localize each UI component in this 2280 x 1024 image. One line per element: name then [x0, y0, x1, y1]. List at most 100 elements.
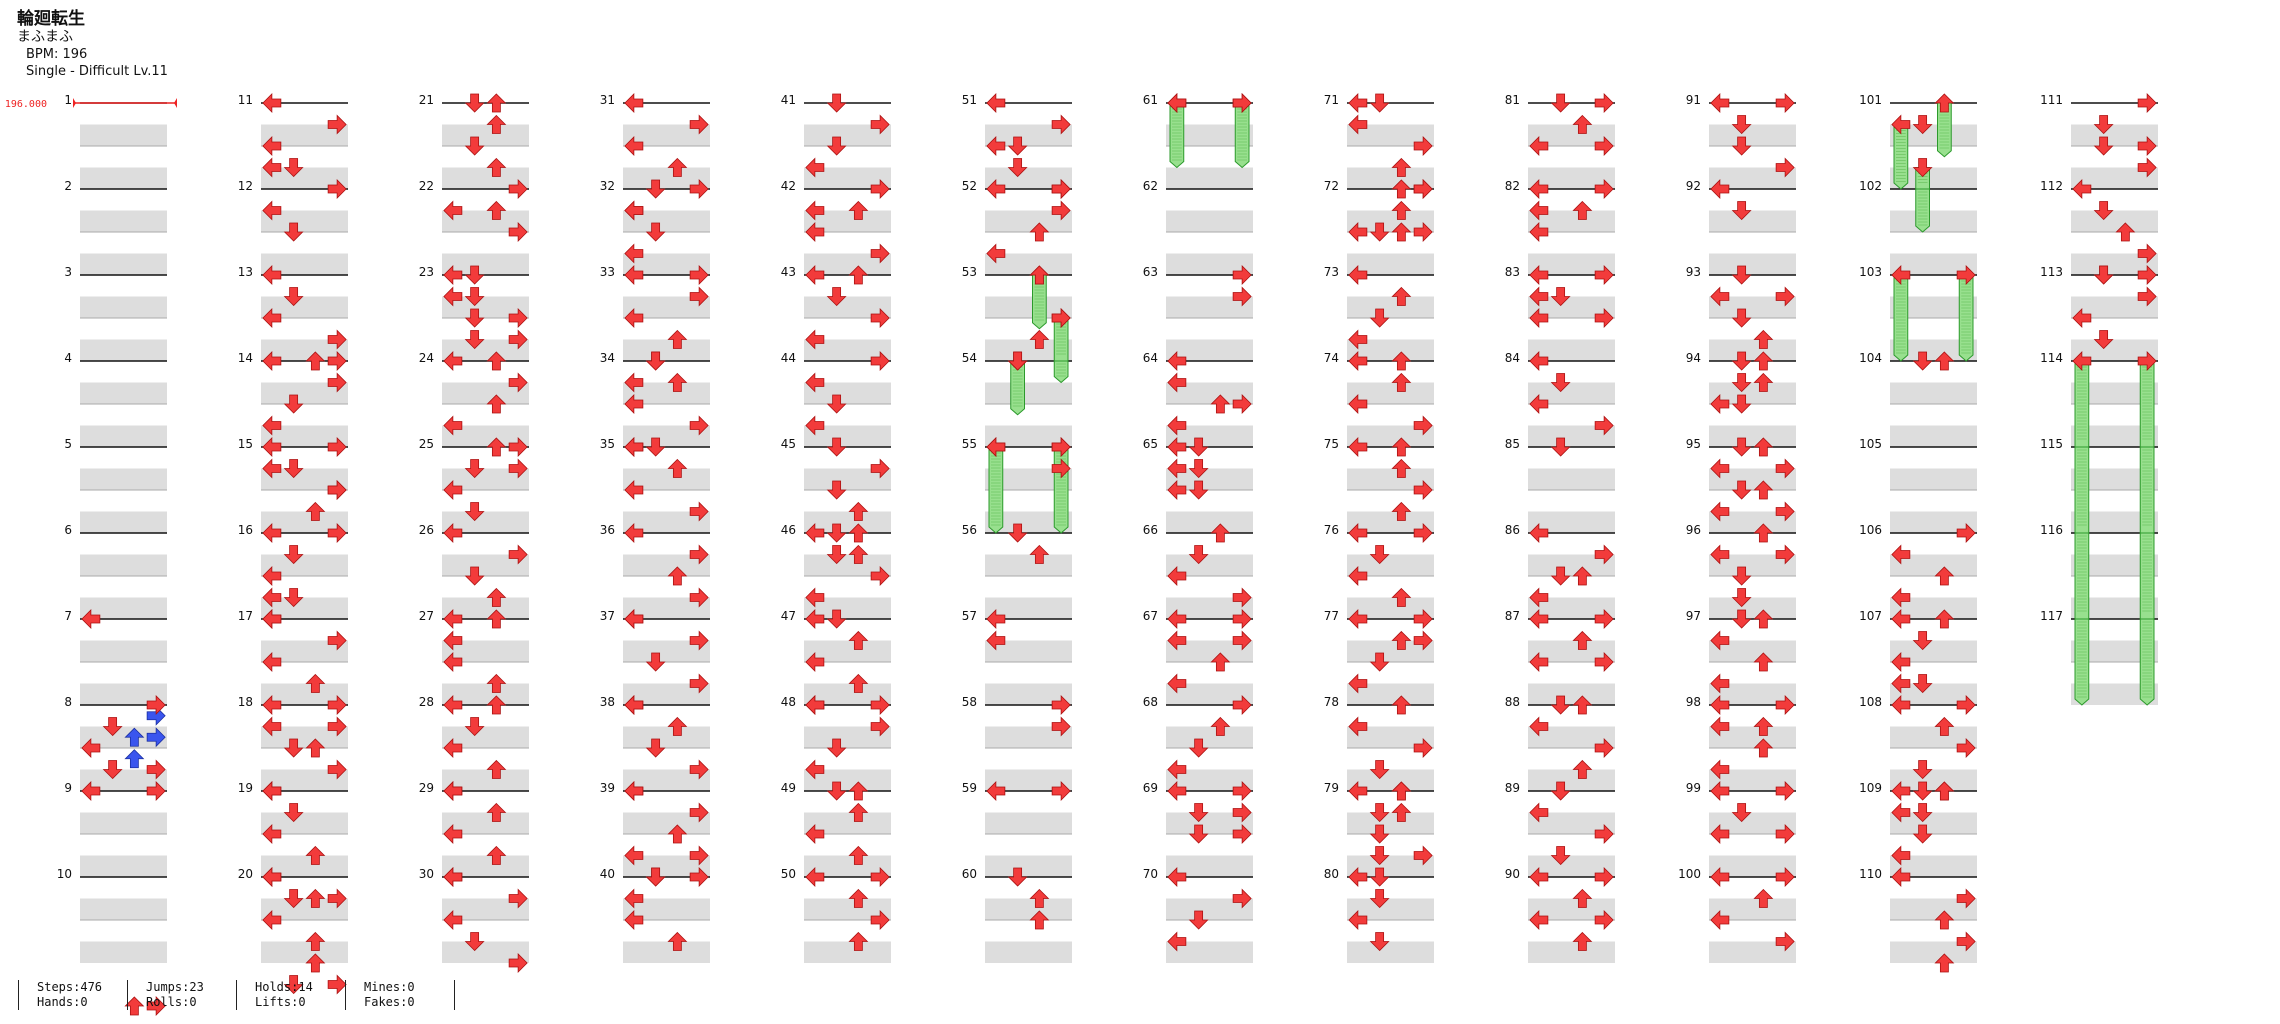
beat-band [1709, 425, 1796, 447]
beat-band [623, 296, 710, 318]
right-arrow-icon [1594, 179, 1614, 199]
beat-band [985, 253, 1072, 275]
measure-number: 80 [1324, 867, 1339, 881]
up-arrow-icon [848, 265, 869, 285]
down-arrow-icon [1731, 566, 1752, 586]
beat-band [261, 339, 348, 361]
beat-band [1166, 898, 1253, 920]
beat-band [985, 855, 1072, 877]
up-arrow-icon [486, 114, 507, 134]
hold-body [1893, 274, 1909, 362]
left-arrow-icon [2072, 308, 2092, 328]
measure-number: 89 [1505, 781, 1520, 795]
beat-band [1347, 855, 1434, 877]
stat-value: Lifts:0 [255, 995, 306, 1009]
up-arrow-icon [1753, 738, 1774, 758]
beat-band [804, 554, 891, 576]
up-arrow-icon [667, 716, 688, 736]
beat-band [985, 296, 1072, 318]
up-arrow-icon [486, 609, 507, 629]
beat-band [1166, 468, 1253, 490]
beat-band [1166, 597, 1253, 619]
left-arrow-icon [1167, 609, 1187, 629]
beat-band [1166, 167, 1253, 189]
measure-number: 74 [1324, 351, 1339, 365]
up-arrow-icon [1391, 802, 1412, 822]
down-arrow-icon [1731, 351, 1752, 371]
beat-band [623, 855, 710, 877]
down-arrow-icon [283, 545, 304, 565]
right-arrow-icon [870, 351, 890, 371]
measure-number: 66 [1143, 523, 1158, 537]
down-arrow-icon [645, 179, 666, 199]
right-arrow-icon [1232, 888, 1252, 909]
down-arrow-icon [283, 459, 304, 479]
beat-band [2071, 554, 2158, 576]
beat-band [985, 554, 1072, 576]
stat-group: Mines:0 Fakes:0 [345, 980, 454, 1010]
down-arrow-icon [1731, 437, 1752, 457]
up-arrow-icon [667, 566, 688, 586]
beat-band [2071, 597, 2158, 619]
left-arrow-icon [443, 609, 463, 629]
down-arrow-icon [1912, 351, 1933, 371]
hold-body [1053, 360, 1069, 384]
up-arrow-icon [1753, 609, 1774, 629]
beat-band [1709, 769, 1796, 791]
left-arrow-icon [986, 243, 1006, 264]
up-arrow-icon [486, 157, 507, 177]
right-arrow-icon [1051, 716, 1071, 737]
beat-band [804, 898, 891, 920]
measure-number: 104 [1859, 351, 1882, 365]
beat-band [442, 683, 529, 705]
left-arrow-icon [1710, 824, 1730, 844]
beat-band [261, 898, 348, 920]
hold-body [1234, 102, 1250, 169]
left-arrow-icon [262, 523, 282, 543]
down-arrow-icon [1369, 308, 1390, 328]
measure-number: 45 [781, 437, 796, 451]
measure-number: 107 [1859, 609, 1882, 623]
right-arrow-icon [1775, 286, 1795, 307]
left-arrow-icon [443, 652, 463, 672]
left-arrow-icon [262, 265, 282, 285]
right-arrow-icon [1413, 222, 1433, 242]
measure-number: 22 [419, 179, 434, 193]
left-arrow-icon [624, 308, 644, 328]
down-arrow-icon [464, 287, 485, 307]
left-arrow-icon [986, 93, 1006, 113]
up-arrow-icon [124, 749, 145, 769]
right-arrow-icon [1594, 136, 1614, 156]
beat-band [1166, 339, 1253, 361]
beat-band [1528, 339, 1615, 361]
beat-band [1890, 640, 1977, 662]
left-arrow-icon [262, 695, 282, 715]
measure-number: 57 [962, 609, 977, 623]
up-arrow-icon [1391, 372, 1412, 392]
measure-number: 94 [1686, 351, 1701, 365]
beat-band [1166, 812, 1253, 834]
down-arrow-icon [1007, 867, 1028, 887]
down-arrow-icon [645, 652, 666, 672]
left-arrow-icon [1891, 845, 1911, 866]
beat-band [1709, 941, 1796, 963]
right-arrow-icon [1594, 609, 1614, 629]
beat-band [1528, 941, 1615, 963]
left-arrow-icon [1710, 544, 1730, 565]
up-arrow-icon [848, 802, 869, 822]
down-arrow-icon [464, 308, 485, 328]
beat-band [442, 726, 529, 748]
beat-band [623, 726, 710, 748]
beat-band [1528, 425, 1615, 447]
left-arrow-icon [805, 222, 825, 242]
beat-band [442, 640, 529, 662]
right-arrow-icon [1956, 888, 1976, 909]
right-arrow-icon [2137, 286, 2157, 307]
down-arrow-icon [1912, 824, 1933, 844]
right-arrow-icon [327, 329, 347, 350]
down-arrow-icon [464, 93, 485, 113]
left-arrow-icon [1529, 910, 1549, 930]
left-arrow-icon [443, 738, 463, 758]
up-arrow-icon [1753, 652, 1774, 672]
down-arrow-icon [1007, 158, 1028, 178]
